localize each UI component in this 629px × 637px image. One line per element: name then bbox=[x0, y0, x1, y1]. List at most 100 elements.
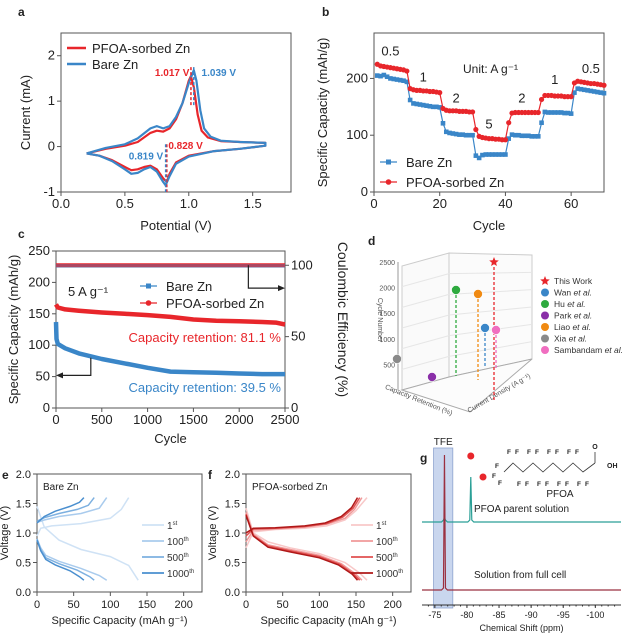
data-point bbox=[450, 131, 456, 136]
legend-marker bbox=[541, 334, 549, 343]
y-tick-label: 2.0 bbox=[16, 469, 31, 481]
inset-title: Bare Zn bbox=[43, 482, 79, 493]
x-tick-label: 200 bbox=[383, 599, 401, 611]
y-tick-label: 0.5 bbox=[16, 558, 31, 570]
charge-curve bbox=[36, 497, 95, 522]
atom-f: F bbox=[585, 481, 589, 488]
data-point bbox=[549, 110, 554, 115]
spectrum-label: Solution from full cell bbox=[474, 570, 566, 581]
z-tick-label: 2000 bbox=[379, 286, 395, 293]
atom-f: F bbox=[577, 481, 581, 488]
y-tick-label: 0.5 bbox=[225, 558, 240, 570]
x-tick-label: 200 bbox=[174, 599, 192, 611]
x-tick-label: 1.5 bbox=[244, 196, 262, 211]
data-point bbox=[480, 152, 485, 158]
y-axis-label: Voltage (V) bbox=[0, 506, 11, 560]
data-point bbox=[562, 110, 567, 116]
y-tick-label: 50 bbox=[36, 369, 50, 384]
x-tick-label: 20 bbox=[432, 196, 446, 211]
retention-annotation: Capacity retention: 81.1 % bbox=[129, 330, 282, 345]
charge-curve bbox=[36, 497, 108, 524]
charge-curve bbox=[36, 497, 130, 537]
data-point bbox=[394, 77, 400, 82]
panel-g: g TFE -75 -80 -85 -90 -95 -100 Chemical Shift (p… bbox=[420, 437, 621, 633]
arrowhead bbox=[56, 372, 63, 379]
y-tick-label: 250 bbox=[28, 243, 50, 258]
data-point bbox=[506, 136, 512, 141]
atom-f: F bbox=[555, 449, 559, 456]
legend-label: 100th bbox=[167, 537, 189, 548]
spectrum-0 bbox=[422, 476, 621, 523]
plot-frame bbox=[60, 32, 292, 193]
data-point bbox=[535, 134, 541, 139]
x-tick-label: 1500 bbox=[179, 412, 208, 427]
x-tick-label: 100 bbox=[101, 599, 119, 611]
x-tick-label: 100 bbox=[310, 599, 328, 611]
panel-label: b bbox=[322, 5, 329, 19]
legend-label: 1st bbox=[167, 521, 178, 532]
data-point bbox=[469, 109, 476, 115]
legend-label: PFOA-sorbed Zn bbox=[92, 41, 190, 56]
legend-marker bbox=[146, 283, 151, 289]
z-axis-label: Cycle Number bbox=[376, 298, 383, 343]
x-tick-label: 0 bbox=[34, 599, 40, 611]
legend-label: Park et al. bbox=[554, 311, 592, 321]
grid-line bbox=[448, 271, 533, 275]
data-point bbox=[581, 87, 587, 93]
grid-line bbox=[401, 314, 450, 329]
y-tick-label: 200 bbox=[346, 70, 368, 85]
panel-label: e bbox=[2, 468, 9, 482]
x-tick-label: 0.0 bbox=[52, 196, 70, 211]
data-point bbox=[491, 325, 501, 335]
atom-f: F bbox=[525, 481, 529, 488]
data-point bbox=[572, 90, 577, 95]
x-tick-label: 0 bbox=[370, 196, 377, 211]
x-tick-label: -95 bbox=[557, 610, 570, 620]
grid-line bbox=[448, 341, 533, 357]
data-point bbox=[588, 88, 594, 94]
y-tick-label: 1.5 bbox=[16, 499, 31, 511]
peak-annotation: 1.017 V bbox=[155, 68, 190, 79]
y-tick-label: 100 bbox=[28, 337, 50, 352]
legend-label: Wan et al. bbox=[554, 288, 592, 298]
data-point bbox=[391, 76, 397, 82]
back-wall-right bbox=[448, 252, 533, 378]
legend-label: PFOA-sorbed Zn bbox=[166, 296, 264, 311]
atom-f: F bbox=[547, 449, 551, 456]
x-tick-label: 2500 bbox=[271, 412, 300, 427]
atom-f: F bbox=[565, 481, 569, 488]
panel-label: d bbox=[368, 234, 375, 248]
cv-curve-bare bbox=[86, 69, 267, 187]
y2-axis-label: Coulombic Efficiency (%) bbox=[335, 242, 351, 397]
panel-e: 0 50 100 150 200 0.0 0.5 1.0 1.5 2.0 Specific Capa… bbox=[0, 468, 203, 627]
x-tick-label: 0 bbox=[52, 412, 59, 427]
axis-arrow-left bbox=[58, 357, 92, 376]
data-point bbox=[388, 76, 393, 81]
discharge-curve bbox=[245, 513, 361, 581]
tfe-band bbox=[433, 447, 454, 609]
data-point bbox=[568, 111, 574, 116]
data-point bbox=[407, 97, 413, 103]
x-tick-label: 2000 bbox=[225, 412, 254, 427]
atom-f: F bbox=[557, 481, 561, 488]
legend-label: This Work bbox=[554, 276, 593, 286]
data-point bbox=[585, 88, 590, 93]
x-tick-label: 1.0 bbox=[180, 196, 198, 211]
data-point bbox=[512, 132, 518, 138]
x-tick-label: -80 bbox=[460, 610, 473, 620]
y-axis-label: Voltage (V) bbox=[207, 506, 219, 560]
data-point bbox=[417, 102, 423, 107]
data-point bbox=[447, 130, 452, 136]
data-point bbox=[453, 131, 459, 137]
data-point bbox=[591, 89, 597, 94]
z-tick-label: 1500 bbox=[379, 311, 395, 318]
data-point bbox=[499, 152, 505, 157]
data-point bbox=[437, 105, 443, 110]
data-point bbox=[476, 155, 482, 161]
data-point bbox=[463, 132, 469, 138]
molecule-label: PFOA bbox=[546, 489, 574, 500]
x-axis-label: Specific Capacity (mAh g⁻¹) bbox=[51, 615, 187, 627]
rate-label: 5 A g⁻¹ bbox=[68, 284, 109, 299]
atom-f: F bbox=[495, 463, 499, 470]
atom-f: F bbox=[515, 449, 519, 456]
